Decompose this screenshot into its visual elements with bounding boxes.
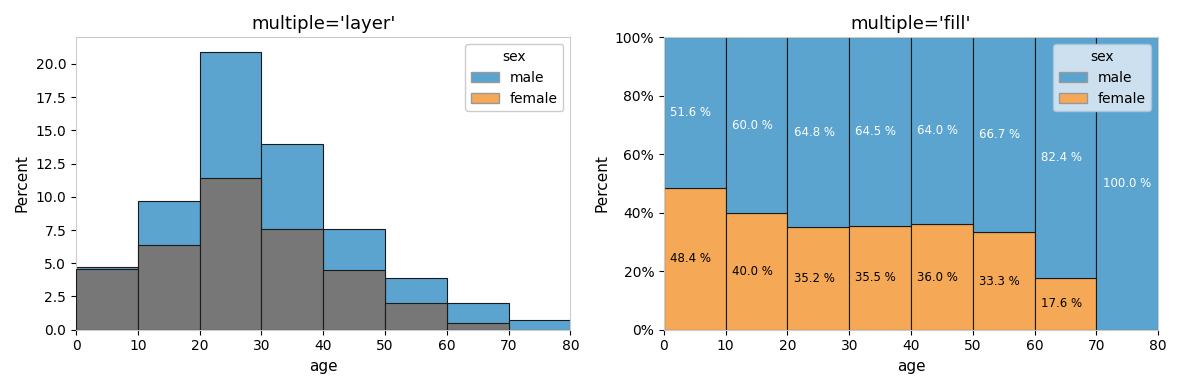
Bar bbox=[973, 232, 1034, 330]
Title: multiple='fill': multiple='fill' bbox=[851, 15, 972, 33]
X-axis label: age: age bbox=[309, 359, 338, 374]
Bar bbox=[1097, 37, 1158, 330]
Bar bbox=[664, 188, 726, 330]
Legend: male, female: male, female bbox=[1053, 44, 1151, 111]
Text: 60.0 %: 60.0 % bbox=[732, 119, 773, 131]
Bar bbox=[787, 37, 849, 227]
Bar bbox=[447, 323, 508, 330]
Bar bbox=[76, 267, 138, 330]
Bar bbox=[138, 245, 200, 330]
Bar bbox=[973, 37, 1034, 232]
Y-axis label: Percent: Percent bbox=[15, 154, 30, 212]
Bar bbox=[726, 213, 787, 330]
Text: 35.2 %: 35.2 % bbox=[793, 272, 834, 285]
Text: 64.0 %: 64.0 % bbox=[917, 124, 959, 137]
Bar bbox=[200, 52, 261, 330]
Bar bbox=[385, 303, 447, 330]
Bar bbox=[323, 270, 385, 330]
Bar bbox=[261, 229, 323, 330]
Title: multiple='layer': multiple='layer' bbox=[251, 15, 395, 33]
Bar bbox=[385, 278, 447, 330]
Text: 17.6 %: 17.6 % bbox=[1041, 298, 1082, 310]
Text: 48.4 %: 48.4 % bbox=[670, 252, 712, 265]
Text: 100.0 %: 100.0 % bbox=[1103, 177, 1151, 190]
Text: 82.4 %: 82.4 % bbox=[1041, 151, 1082, 164]
Bar bbox=[849, 37, 911, 226]
Bar bbox=[447, 303, 508, 330]
Bar bbox=[726, 37, 787, 213]
Text: 35.5 %: 35.5 % bbox=[856, 271, 896, 284]
Bar bbox=[138, 201, 200, 330]
Text: 64.5 %: 64.5 % bbox=[856, 125, 896, 138]
Bar bbox=[664, 37, 726, 188]
Bar bbox=[508, 321, 570, 330]
Text: 33.3 %: 33.3 % bbox=[979, 275, 1020, 287]
Text: 64.8 %: 64.8 % bbox=[793, 126, 834, 138]
Bar bbox=[911, 37, 973, 224]
Text: 40.0 %: 40.0 % bbox=[732, 265, 773, 278]
Bar bbox=[911, 224, 973, 330]
Text: 51.6 %: 51.6 % bbox=[670, 106, 712, 119]
Bar bbox=[1034, 278, 1097, 330]
Bar bbox=[1034, 37, 1097, 278]
Legend: male, female: male, female bbox=[466, 44, 564, 111]
X-axis label: age: age bbox=[897, 359, 926, 374]
Bar bbox=[323, 229, 385, 330]
Bar bbox=[787, 227, 849, 330]
Bar bbox=[261, 144, 323, 330]
Text: 66.7 %: 66.7 % bbox=[979, 128, 1020, 141]
Bar bbox=[200, 178, 261, 330]
Text: 36.0 %: 36.0 % bbox=[917, 271, 959, 284]
Bar bbox=[76, 268, 138, 330]
Y-axis label: Percent: Percent bbox=[595, 154, 609, 212]
Bar bbox=[849, 226, 911, 330]
